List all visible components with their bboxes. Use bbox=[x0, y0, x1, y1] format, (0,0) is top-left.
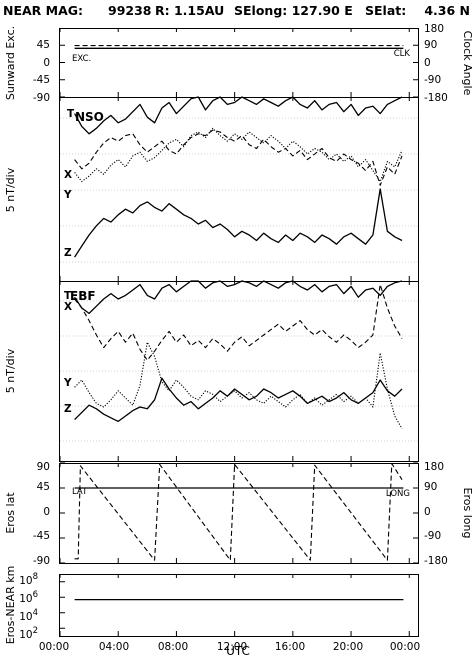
panel3-title: EBF bbox=[70, 289, 96, 303]
x-tick-label: 20:00 bbox=[333, 641, 363, 653]
series-line-z bbox=[74, 188, 403, 258]
header: NEAR MAG: 99238 R: 1.15AU SElong: 127.90… bbox=[3, 3, 470, 18]
header-r: R: 1.15AU bbox=[155, 3, 224, 18]
panel4-left-tick: 0 bbox=[43, 506, 50, 518]
panel2-trace-label-y: Y bbox=[63, 189, 72, 201]
panel1-right-tick: 180 bbox=[424, 23, 444, 35]
series-line-t bbox=[74, 280, 403, 315]
panel5-tick-base: 10 bbox=[19, 575, 32, 587]
panel4-frame bbox=[59, 463, 419, 564]
panel4-ylabel-left: Eros lat bbox=[4, 492, 17, 534]
panel4-right-tick: 0 bbox=[424, 506, 431, 518]
panel5-tick-exp: 4 bbox=[33, 608, 38, 618]
series-line-y bbox=[74, 127, 403, 183]
panel5-tick-exp: 6 bbox=[33, 590, 38, 600]
panel5-tick: 108 bbox=[19, 572, 38, 587]
x-tick-label: 08:00 bbox=[158, 641, 188, 653]
series-line-x bbox=[74, 284, 403, 361]
panel1-right-tick: -180 bbox=[424, 92, 448, 104]
panel4-ylabel-right: Eros long bbox=[461, 488, 474, 539]
x-tick-label: 16:00 bbox=[275, 641, 305, 653]
panel2-trace-label-t: T bbox=[67, 108, 75, 120]
panel1-ylabel-right: Clock Angle bbox=[461, 31, 474, 96]
panel3-trace-label-x: X bbox=[64, 301, 72, 313]
panel1-left-tick: 0 bbox=[43, 57, 50, 69]
panel-frames bbox=[59, 28, 419, 637]
header-selong: SElong: 127.90 E bbox=[234, 3, 353, 18]
panel4-right-tick: -90 bbox=[424, 530, 441, 542]
panel3-frame bbox=[59, 281, 419, 462]
panel4-left-tick: -90 bbox=[33, 555, 50, 567]
panel1-ylabel-left: Sunward Exc. bbox=[4, 26, 17, 100]
panel3-ylabel: 5 nT/div bbox=[4, 348, 17, 393]
panel4-ticks: 90 45 0 -45 -90 180 90 0 -90 -180 bbox=[33, 461, 448, 567]
series-line-z bbox=[74, 377, 403, 423]
panel3-trace-label-t: T bbox=[64, 290, 72, 302]
panel4-left-tick: -45 bbox=[33, 530, 50, 542]
panel2-trace-label-z: Z bbox=[64, 247, 72, 259]
x-axis-title: UTC bbox=[226, 644, 250, 656]
x-tick-label: 12:00 bbox=[217, 641, 247, 653]
series-layer bbox=[74, 45, 404, 601]
panel5-frame bbox=[59, 574, 419, 637]
panel4-left-tick: 45 bbox=[37, 481, 50, 493]
panel1-left-tick: 45 bbox=[37, 39, 50, 51]
panel4-tag-long: LONG bbox=[386, 489, 410, 499]
x-tick-label: 04:00 bbox=[99, 641, 129, 653]
series-line-long bbox=[74, 463, 403, 561]
x-tick-label: 00:00 bbox=[390, 641, 420, 653]
panel1-tag-clk: CLK bbox=[394, 49, 411, 59]
panel5-tick: 106 bbox=[19, 590, 38, 605]
panel3-trace-label-z: Z bbox=[64, 403, 72, 415]
series-line-t bbox=[74, 96, 403, 135]
panel3-trace-label-y: Y bbox=[63, 377, 72, 389]
panel4-tag-lat: LAT bbox=[72, 487, 88, 497]
panel5-tick-base: 10 bbox=[19, 593, 32, 605]
panel4-left-tick: 90 bbox=[37, 461, 50, 473]
header-day: 99238 bbox=[108, 3, 152, 18]
panel5-tick-exp: 8 bbox=[33, 572, 38, 582]
y-axis-titles: Sunward Exc. Clock Angle 5 nT/div 5 nT/d… bbox=[4, 26, 474, 644]
header-mission: NEAR MAG: bbox=[3, 3, 83, 18]
panel2-title: NSO bbox=[75, 110, 104, 124]
panel1-tag-exc: EXC. bbox=[72, 54, 91, 64]
panel1-frame bbox=[59, 28, 419, 98]
header-selat-label: SElat: bbox=[365, 3, 406, 18]
panel2-frame bbox=[59, 97, 419, 282]
panel1-right-tick: 90 bbox=[424, 39, 437, 51]
panel4-right-tick: -180 bbox=[424, 555, 448, 567]
panel2-trace-label-x: X bbox=[64, 169, 72, 181]
panel5-ticks: 108 106 104 102 bbox=[19, 572, 38, 641]
panel1-left-tick: -90 bbox=[33, 92, 50, 104]
panel5-tick-base: 10 bbox=[19, 611, 32, 623]
panel2-ylabel: 5 nT/div bbox=[4, 167, 17, 212]
panel4-right-tick: 90 bbox=[424, 481, 437, 493]
panel1-right-tick: 0 bbox=[424, 57, 431, 69]
x-tick-label: 00:00 bbox=[39, 641, 69, 653]
panel5-tick-exp: 2 bbox=[33, 626, 38, 636]
panel4-right-tick: 180 bbox=[424, 461, 444, 473]
header-selat-value: 4.36 N bbox=[424, 3, 470, 18]
series-line-y bbox=[74, 341, 403, 429]
panel5-tick: 104 bbox=[19, 608, 38, 623]
panel1-left-tick: -45 bbox=[33, 74, 50, 86]
panel5-tick-base: 10 bbox=[19, 629, 32, 641]
series-line-x bbox=[74, 129, 403, 186]
panel5-ylabel: Eros-NEAR km bbox=[4, 566, 17, 645]
tick-marks bbox=[59, 28, 418, 636]
x-axis: 00:00 04:00 08:00 12:00 16:00 20:00 00:0… bbox=[39, 641, 420, 656]
panel5-tick: 102 bbox=[19, 626, 38, 641]
panel1-right-tick: -90 bbox=[424, 74, 441, 86]
panel1-ticks: 45 0 -45 -90 180 90 0 -90 -180 bbox=[33, 23, 448, 104]
